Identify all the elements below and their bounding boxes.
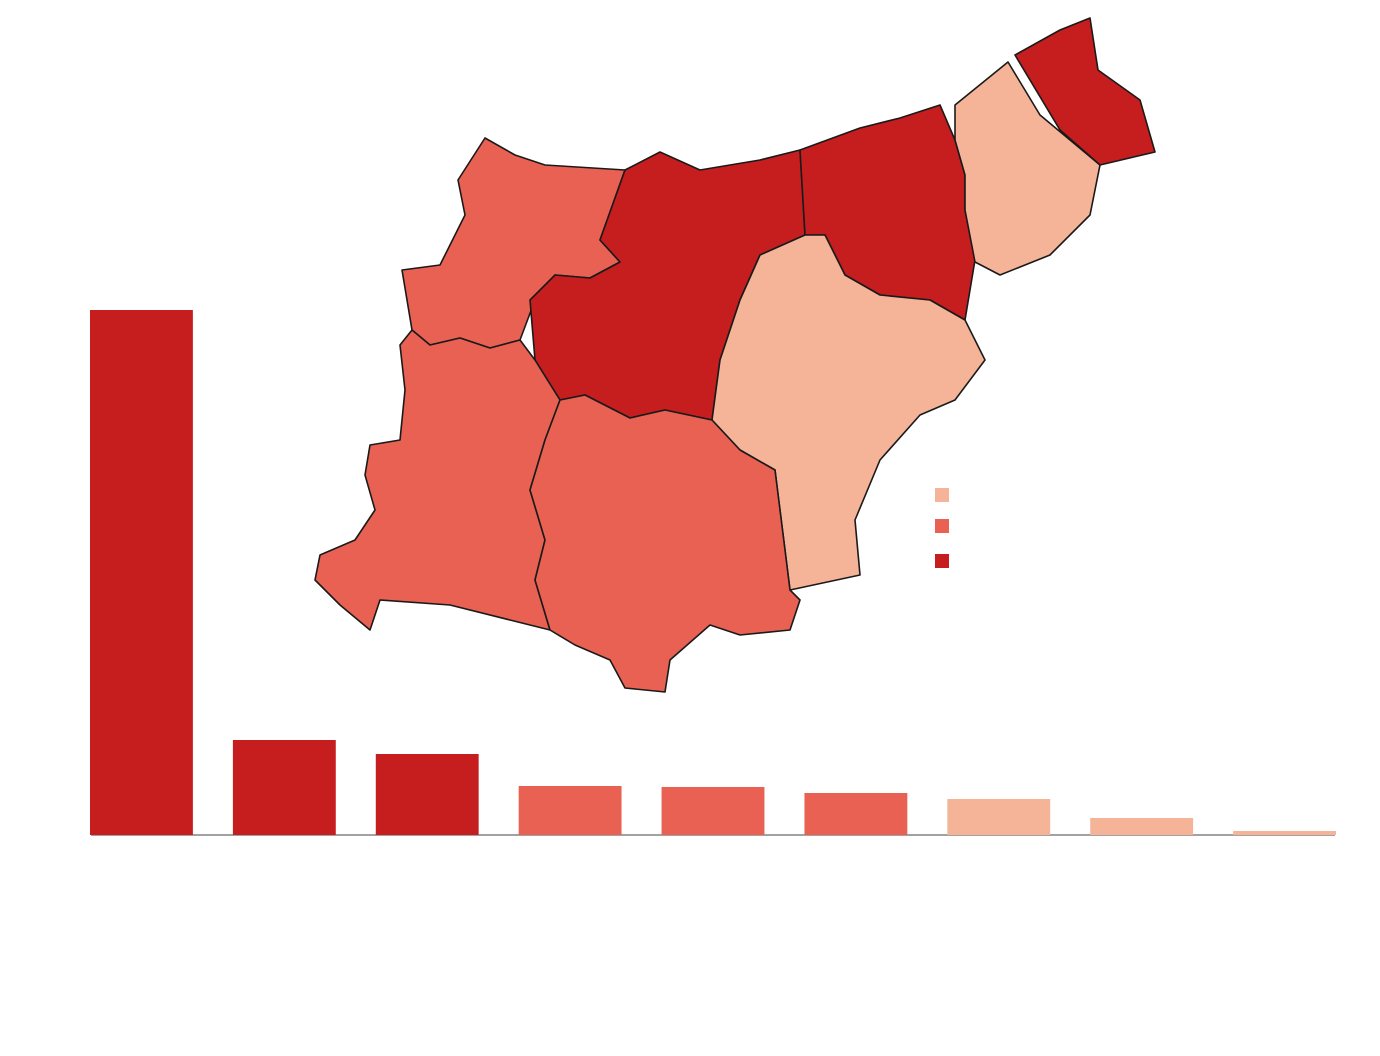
legend-swatch bbox=[935, 519, 949, 533]
legend-swatch bbox=[935, 554, 949, 568]
map-region bbox=[529, 394, 801, 693]
bar bbox=[947, 799, 1051, 835]
map bbox=[314, 17, 1156, 693]
bar bbox=[90, 310, 193, 835]
bar bbox=[804, 793, 908, 835]
bar bbox=[1233, 831, 1336, 835]
bar bbox=[1090, 818, 1194, 835]
legend-swatch bbox=[935, 488, 949, 502]
bar bbox=[232, 740, 336, 835]
bar bbox=[375, 754, 479, 835]
map-region bbox=[711, 234, 986, 591]
bar bbox=[518, 786, 622, 835]
bar bbox=[661, 787, 765, 835]
map-region bbox=[314, 329, 561, 631]
map-region bbox=[954, 61, 1101, 276]
map-region bbox=[1014, 17, 1156, 166]
legend bbox=[935, 488, 949, 568]
